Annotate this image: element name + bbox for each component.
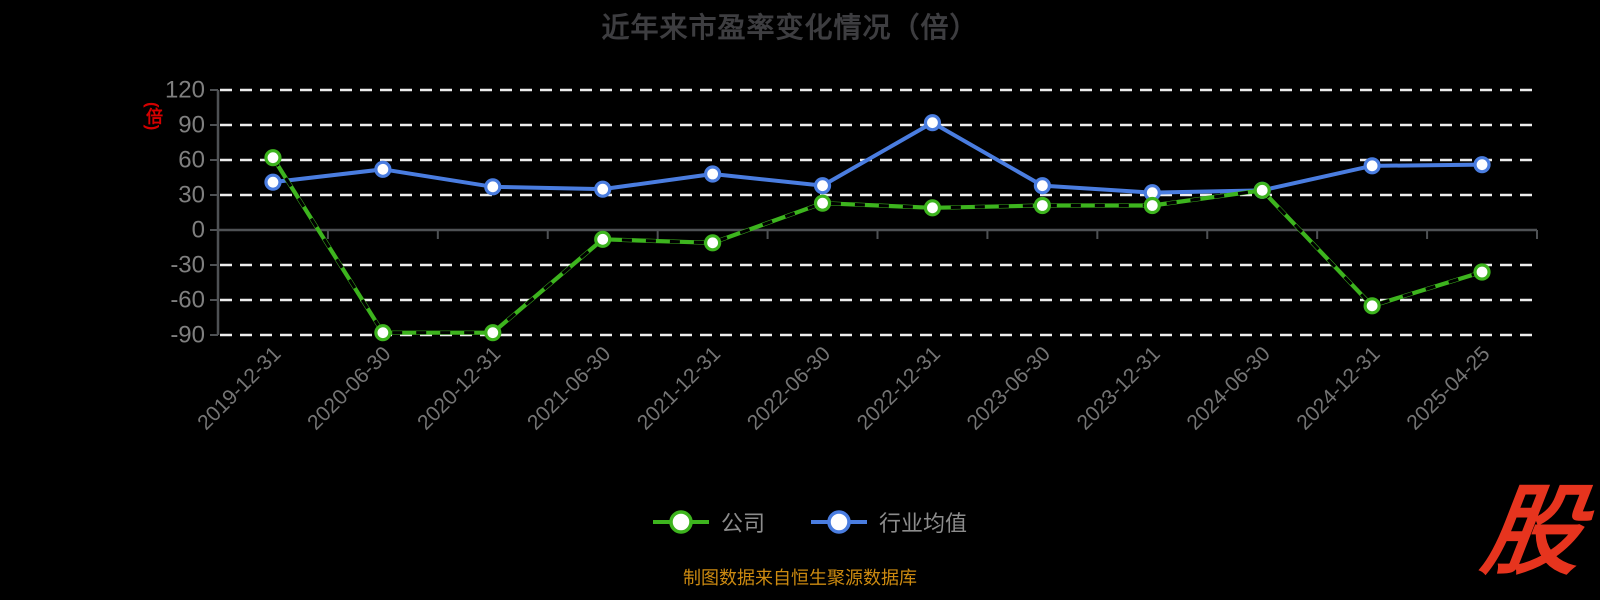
industry-average-point[interactable] <box>1363 157 1381 175</box>
company-point[interactable] <box>594 230 612 248</box>
company-line-dashed-overlay <box>271 156 1483 335</box>
company-line <box>271 156 1483 335</box>
x-tick-label: 2024-12-31 <box>1292 342 1384 434</box>
y-tick-label: 30 <box>178 181 205 208</box>
industry-legend-marker <box>811 510 867 534</box>
industry-average-point[interactable] <box>484 178 502 196</box>
industry-average-line <box>272 120 1483 195</box>
x-tick-label: 2020-12-31 <box>413 342 505 434</box>
chart-title: 近年来市盈率变化情况（倍） <box>601 12 979 43</box>
company-point[interactable] <box>1143 196 1161 215</box>
watermark-logo: 股 <box>1476 476 1590 586</box>
x-tick-label: 2025-04-25 <box>1402 342 1494 434</box>
industry-average-point[interactable] <box>1033 177 1051 195</box>
industry-average-point[interactable] <box>704 165 722 183</box>
y-tick-label: 60 <box>178 146 205 173</box>
company-point[interactable] <box>264 149 282 167</box>
industry-average-point[interactable] <box>813 177 832 195</box>
industry-average-point[interactable] <box>264 173 282 191</box>
company-point[interactable] <box>1363 297 1381 315</box>
company-point[interactable] <box>813 194 832 212</box>
company-point[interactable] <box>484 324 502 342</box>
company-point[interactable] <box>374 324 392 342</box>
x-tick-label: 2019-12-31 <box>193 342 285 434</box>
industry-average-point[interactable] <box>374 160 392 178</box>
company-point[interactable] <box>923 199 942 217</box>
x-tick-label: 2021-06-30 <box>523 342 615 434</box>
y-tick-label: -90 <box>170 322 205 349</box>
x-tick-label: 2023-12-31 <box>1073 342 1165 434</box>
x-tick-label: 2021-12-31 <box>633 342 725 434</box>
y-tick-label: -30 <box>170 252 205 279</box>
legend-item-industry-average[interactable]: 行业均值 <box>811 505 967 539</box>
industry-average-point[interactable] <box>594 180 612 198</box>
industry-average-point[interactable] <box>1473 156 1491 174</box>
source-note: 制图数据来自恒生聚源数据库 <box>683 568 917 588</box>
y-tick-label: -60 <box>170 287 205 314</box>
company-point[interactable] <box>1033 196 1051 215</box>
company-point[interactable] <box>1473 263 1491 281</box>
industry-average-point[interactable] <box>923 114 942 132</box>
legend-label-industry-average: 行业均值 <box>879 511 968 536</box>
legend-label-company: 公司 <box>720 511 765 536</box>
company-point[interactable] <box>704 234 722 252</box>
y-tick-label: 90 <box>178 111 205 138</box>
y-tick-label: 0 <box>192 217 205 244</box>
y-tick-label: 120 <box>165 76 205 103</box>
x-tick-label: 2023-06-30 <box>963 342 1055 434</box>
x-tick-label: 2024-06-30 <box>1183 342 1275 434</box>
x-tick-label: 2022-06-30 <box>743 342 835 434</box>
y-axis-unit-label: (倍) <box>143 102 162 131</box>
company-legend-marker <box>652 510 709 534</box>
legend: 公司 行业均值 <box>0 505 1600 539</box>
company-point[interactable] <box>1253 181 1271 199</box>
legend-item-company[interactable]: 公司 <box>652 505 765 539</box>
x-tick-label: 2022-12-31 <box>853 342 945 434</box>
x-tick-label: 2020-06-30 <box>303 342 395 434</box>
